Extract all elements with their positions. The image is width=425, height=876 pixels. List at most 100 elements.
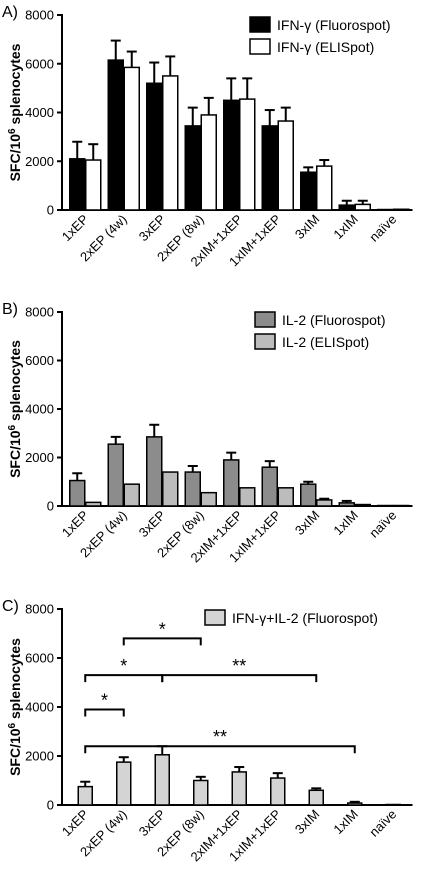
bar: [69, 479, 86, 507]
y-tick-label: 6000: [25, 353, 54, 368]
bar: [347, 802, 363, 806]
y-tick-label: 4000: [25, 700, 54, 715]
bar: [123, 66, 140, 211]
x-tick-label: 3xEP: [136, 807, 169, 840]
bar: [239, 98, 256, 211]
significance-label: *: [120, 656, 127, 676]
panel-label: B): [2, 301, 18, 318]
x-tick-label: 1xEP: [59, 807, 92, 840]
bar: [85, 501, 102, 507]
bar: [270, 777, 286, 806]
x-tick-label: 3xEP: [136, 212, 169, 245]
x-tick-label: 1xEP: [59, 212, 92, 245]
x-tick-label: 3xIM: [292, 807, 323, 838]
panel-label: A): [2, 4, 18, 21]
y-tick-label: 4000: [25, 105, 54, 120]
bar: [354, 503, 371, 507]
x-tick-label: 3xIM: [292, 508, 323, 539]
bar: [107, 443, 124, 507]
bar: [116, 761, 132, 806]
significance-bracket: [161, 674, 318, 683]
bar: [300, 483, 317, 507]
x-tick-label: naïve: [366, 212, 399, 245]
y-tick-label: 8000: [25, 8, 54, 23]
panel-label: C): [2, 598, 19, 615]
bar: [308, 789, 324, 806]
chart-panel-3: C) SFC/106 splenocytes 0 2000 4000 6000 8000 1x…: [2, 598, 413, 864]
bar: [193, 779, 209, 806]
y-tick-label: 0: [47, 203, 54, 218]
bar: [200, 491, 217, 507]
significance-bracket: [122, 637, 202, 646]
bar: [146, 82, 163, 211]
bar: [77, 785, 93, 806]
legend-label: IFN-γ (ELISpot): [277, 39, 374, 55]
bar: [85, 159, 102, 211]
legend-swatch: [254, 333, 276, 350]
legend-label: IFN-γ+IL-2 (Fluorospot): [232, 610, 378, 626]
bar: [261, 466, 278, 507]
x-tick-label: 3xIM: [292, 212, 323, 243]
significance-label: *: [101, 690, 108, 710]
significance-label: *: [159, 619, 166, 639]
y-tick-label: 2000: [25, 154, 54, 169]
legend-label: IL-2 (Fluorospot): [282, 312, 385, 328]
legend-label: IL-2 (ELISpot): [282, 334, 369, 350]
legend-swatch: [204, 609, 226, 626]
y-tick-label: 0: [47, 499, 54, 514]
y-tick-label: 2000: [25, 749, 54, 764]
y-tick-label: 0: [47, 798, 54, 813]
bar: [338, 502, 355, 507]
bar: [184, 125, 201, 211]
significance-bracket: [84, 708, 125, 717]
x-tick-label: 1xIM: [330, 508, 361, 539]
x-tick-label: 1xIM: [330, 212, 361, 243]
chart-panel-1: A) SFC/106 splenocytes 0 2000 4000 6000 8000 1x…: [2, 4, 413, 269]
bar: [154, 754, 170, 806]
x-tick-label: naïve: [366, 508, 399, 541]
bar: [231, 771, 247, 806]
y-axis-label: SFC/106 splenocytes: [7, 340, 23, 478]
significance-bracket: [84, 674, 164, 683]
bar: [162, 471, 179, 507]
legend-swatch: [249, 38, 271, 55]
bar: [316, 499, 333, 507]
significance-label: **: [213, 727, 227, 747]
bar: [239, 487, 256, 507]
y-tick-label: 8000: [25, 305, 54, 320]
chart-panel-2: B) SFC/106 splenocytes 0 2000 4000 6000 8000 1x…: [2, 301, 413, 565]
legend-label: IFN-γ (Fluorospot): [277, 17, 391, 33]
x-tick-label: 3xEP: [136, 508, 169, 541]
bar: [223, 99, 240, 211]
bar: [316, 165, 333, 211]
bar: [123, 483, 140, 507]
y-axis-label: SFC/106 splenocytes: [7, 43, 23, 181]
bar: [338, 204, 355, 211]
bar: [107, 59, 124, 211]
bar: [261, 125, 278, 211]
bar: [277, 120, 294, 211]
significance-label: **: [232, 656, 246, 676]
bar: [69, 158, 86, 211]
x-tick-label: 1xEP: [59, 508, 92, 541]
bar: [200, 114, 217, 211]
y-tick-label: 2000: [25, 450, 54, 465]
bar: [223, 459, 240, 507]
bar: [393, 208, 410, 211]
bar: [354, 203, 371, 211]
y-tick-label: 4000: [25, 402, 54, 417]
y-tick-label: 6000: [25, 56, 54, 71]
x-tick-label: naïve: [366, 807, 399, 840]
y-tick-label: 8000: [25, 602, 54, 617]
x-tick-label: 1xIM: [330, 807, 361, 838]
legend-swatch: [249, 16, 271, 33]
bar: [162, 75, 179, 211]
bar: [277, 487, 294, 507]
bar: [146, 436, 163, 507]
bar: [300, 171, 317, 211]
bar: [184, 471, 201, 507]
y-axis-label: SFC/106 splenocytes: [7, 638, 23, 776]
legend-swatch: [254, 311, 276, 328]
y-tick-label: 6000: [25, 651, 54, 666]
